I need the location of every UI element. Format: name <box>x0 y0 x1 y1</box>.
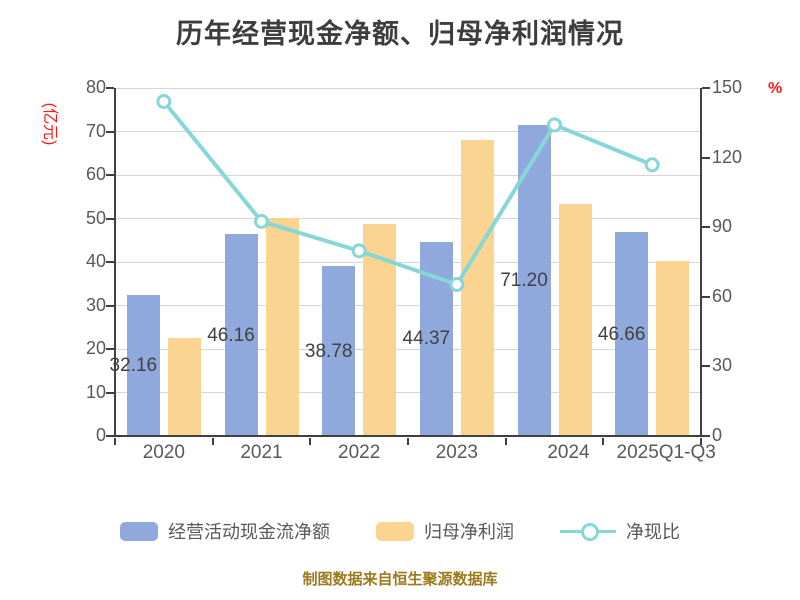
x-axis-tick <box>700 438 702 445</box>
cash-ratio-point-marker <box>156 93 172 109</box>
plot-area: 0 10 20 30 40 50 60 70 80 0 30 60 90 120 150 2020 2021 20… <box>86 77 742 463</box>
gridline <box>115 348 701 350</box>
x-axis-category-label: 2023 <box>435 442 478 463</box>
right-axis-tick <box>702 295 710 298</box>
right-axis-tick-label: 120 <box>712 146 743 167</box>
legend-label-net-profit: 归母净利润 <box>424 522 514 542</box>
bar-net-profit <box>558 204 592 435</box>
left-axis-tick-label: 60 <box>85 164 106 184</box>
bar-value-label: 46.66 <box>597 323 646 345</box>
bar-operating-cash <box>615 232 649 435</box>
right-axis-tick-label: 0 <box>712 425 723 445</box>
bar-value-label: 44.37 <box>402 328 451 350</box>
right-axis-tick <box>702 365 710 368</box>
bar-operating-cash <box>224 234 258 435</box>
left-axis-tick <box>106 391 114 394</box>
left-axis-tick-label: 70 <box>85 120 106 141</box>
left-axis-tick <box>106 348 114 350</box>
left-axis-tick-label: 10 <box>85 381 106 402</box>
x-axis-tick <box>407 438 409 445</box>
cash-ratio-point-marker <box>351 243 367 259</box>
gridline <box>115 174 701 176</box>
x-axis-category-label: 2024 <box>547 442 590 463</box>
chart-title: 历年经营现金净额、归母净利润情况 <box>176 19 624 49</box>
left-axis-tick <box>106 87 114 89</box>
left-axis-tick <box>106 435 114 437</box>
gridline <box>115 218 701 219</box>
x-axis-tick <box>309 438 312 445</box>
left-axis-tick-label: 30 <box>85 294 106 315</box>
legend: 经营活动现金流净额 归母净利润 净现比 <box>0 518 800 544</box>
legend-item-net-profit: 归母净利润 <box>376 518 514 544</box>
right-axis-tick-label: 30 <box>712 355 733 376</box>
left-axis-tick-label: 0 <box>95 425 106 445</box>
bar-net-profit <box>656 261 690 435</box>
left-axis-tick-label: 80 <box>85 77 106 97</box>
x-axis-category-label: 2021 <box>240 442 283 463</box>
left-axis-tick-label: 20 <box>85 338 106 358</box>
left-axis-line <box>114 88 116 437</box>
bar-operating-cash <box>322 266 356 435</box>
legend-item-operating-cash: 经营活动现金流净额 <box>120 518 330 544</box>
legend-item-cash-ratio: 净现比 <box>560 518 680 544</box>
left-axis-tick-label: 50 <box>85 207 106 228</box>
right-axis-unit-label: % <box>768 80 783 97</box>
left-axis-tick <box>106 217 114 220</box>
legend-label-cash-ratio: 净现比 <box>626 522 680 542</box>
legend-swatch-net-profit <box>376 521 414 541</box>
gridline <box>115 261 701 263</box>
legend-label-operating-cash: 经营活动现金流净额 <box>168 522 330 542</box>
cash-ratio-point-marker <box>644 157 660 173</box>
bar-net-profit <box>265 217 299 435</box>
bar-net-profit <box>167 338 201 435</box>
bar-operating-cash <box>126 295 160 435</box>
right-axis-tick <box>702 435 710 437</box>
right-axis-tick <box>702 87 710 89</box>
cash-ratio-point-marker <box>449 277 465 293</box>
data-source-caption: 制图数据来自恒生聚源数据库 <box>302 571 498 588</box>
bar-value-label: 38.78 <box>304 340 353 362</box>
right-axis-tick-label: 90 <box>712 216 733 237</box>
left-axis-tick-label: 40 <box>85 251 106 271</box>
left-axis-tick <box>106 174 114 176</box>
circle-marker-icon <box>581 523 599 541</box>
gridline <box>115 131 701 132</box>
left-axis-tick <box>106 261 114 263</box>
bar-value-label: 46.16 <box>207 324 255 346</box>
bar-net-profit <box>460 139 494 435</box>
bar-value-label: 71.20 <box>500 270 548 292</box>
right-axis-line <box>700 88 702 437</box>
legend-swatch-operating-cash <box>120 521 158 541</box>
right-axis-tick-label: 60 <box>712 285 733 306</box>
x-axis-category-label: 2020 <box>142 442 185 463</box>
cash-ratio-point-marker <box>547 117 562 133</box>
right-axis-tick <box>702 226 710 229</box>
x-axis-category-label: 2025Q1-Q3 <box>616 442 716 463</box>
left-axis-tick <box>106 304 114 307</box>
bar-value-label: 32.16 <box>109 355 158 377</box>
gridline <box>115 87 701 89</box>
right-axis-tick <box>702 156 710 159</box>
cash-ratio-point-marker <box>254 213 269 229</box>
left-axis-tick <box>106 130 114 133</box>
x-axis-tick <box>602 438 605 445</box>
x-axis-tick <box>211 438 214 445</box>
right-axis-tick-label: 150 <box>712 77 743 97</box>
cash-ratio-polyline <box>162 100 653 287</box>
cash-ratio-line <box>156 93 660 293</box>
x-axis-tick <box>114 438 116 445</box>
x-axis-category-label: 2022 <box>338 442 381 463</box>
gridline <box>115 305 701 306</box>
x-axis-tick <box>504 438 507 445</box>
legend-marker-cash-ratio-line <box>560 521 616 541</box>
x-axis-line <box>114 435 702 437</box>
gridline <box>115 392 701 393</box>
